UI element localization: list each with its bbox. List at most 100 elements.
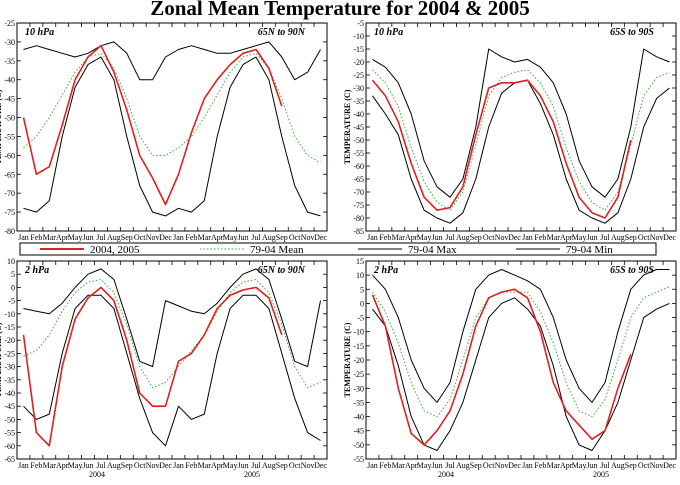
month-label: Mar [392,461,406,470]
month-label: Aug [107,233,121,242]
pressure-level-label: 10 hPa [374,27,403,38]
y-tick-label: -40 [353,110,364,119]
figure-title: Zonal Mean Temperature for 2004 & 2005 [150,0,530,20]
y-tick-label: 0 [11,283,15,292]
month-label: Nov [146,461,160,470]
month-label: Jul [445,461,455,470]
y-tick-label: -30 [4,38,15,47]
month-label: Dec [663,461,676,470]
month-label: Aug [456,461,470,470]
y-tick-label: 5 [360,285,364,294]
y-tick-label: 5 [11,270,15,279]
y-tick-label: -70 [4,189,15,198]
pressure-level-label: 2 hPa [24,265,49,276]
month-label: Feb [185,233,197,242]
month-label: Oct [483,461,495,470]
y-axis-label: TEMPERATURE (C) [343,89,352,164]
month-label: Aug [611,233,625,242]
month-label: Nov [495,461,509,470]
series-line-79-04-max [23,268,321,368]
month-label: Apr [56,461,69,470]
y-tick-label: -25 [353,71,364,80]
month-label: Jun [586,461,597,470]
y-tick-label: -80 [4,227,15,236]
year-label: 2005 [593,470,609,479]
month-label: Nov [495,233,509,242]
month-label: Sep [121,233,133,242]
y-tick-label: -20 [353,356,364,365]
month-label: Mar [198,461,212,470]
month-label: Jan [522,233,533,242]
month-label: May [223,233,238,242]
month-label: Jun [431,233,442,242]
y-tick-label: -10 [353,328,364,337]
y-tick-label: -60 [353,162,364,171]
month-label: Mar [547,461,561,470]
month-label: Jan [18,233,29,242]
y-tick-label: -50 [4,114,15,123]
month-label: Aug [262,233,276,242]
series-line-79-04-mean [372,69,670,211]
month-label: Dec [314,233,327,242]
plot-frame [365,22,677,232]
month-label: Apr [56,233,69,242]
month-label: Jul [445,233,455,242]
y-tick-label: -15 [353,45,364,54]
y-tick-label: -65 [4,170,15,179]
y-tick-label: -40 [4,389,15,398]
month-label: Jun [237,461,248,470]
month-label: Mar [43,233,57,242]
month-label: Jun [431,461,442,470]
legend-label: 2004, 2005 [90,244,140,256]
month-label: Feb [534,461,546,470]
y-tick-label: -40 [353,413,364,422]
month-label: Feb [185,461,197,470]
month-label: Aug [107,461,121,470]
month-label: Jun [82,233,93,242]
panel-3: -65-60-55-50-45-40-35-30-25-20-15-10-505… [0,257,328,479]
panel-2: -85 -80 -75 -70 -65 -60 -55 -50 -45 -40 -35 -30 -25 -… [343,19,677,251]
month-label: Feb [534,233,546,242]
region-label: 65S to 90S [610,265,654,276]
y-axis-label: TEMPERATURE (C) [0,89,3,164]
month-label: Jul [96,233,106,242]
y-tick-label: -20 [4,336,15,345]
month-label: May [223,461,238,470]
series-line-79-04-max [372,48,670,198]
y-tick-label: -35 [4,57,15,66]
y-tick-label: 10 [356,271,364,280]
y-tick-label: -45 [4,95,15,104]
y-tick-label: 10 [7,257,15,266]
y-tick-label: -45 [4,402,15,411]
series-line-2004-2005 [22,44,283,206]
series-line-2004-2005 [371,288,632,446]
y-tick-label: -40 [4,76,15,85]
y-tick-label: -85 [353,227,364,236]
month-label: Apr [211,461,224,470]
y-tick-label: -75 [4,208,15,217]
y-tick-label: -55 [4,429,15,438]
month-label: Feb [30,461,42,470]
month-label: Sep [276,461,288,470]
y-tick-label: -50 [353,136,364,145]
month-label: Dec [314,461,327,470]
month-label: Jul [96,461,106,470]
y-tick-label: -65 [353,175,364,184]
y-tick-label: -30 [353,384,364,393]
series-line-79-04-max [372,269,670,403]
month-label: Sep [276,233,288,242]
month-label: Jan [18,461,29,470]
month-label: Jul [251,233,261,242]
y-tick-label: -50 [4,415,15,424]
series-line-79-04-min [372,297,670,451]
legend-box [19,242,657,256]
region-label: 65N to 90N [258,27,306,38]
month-label: Nov [650,233,664,242]
month-label: Jul [600,233,610,242]
legend-label: 79-04 Max [408,244,457,256]
month-label: Jan [173,233,184,242]
month-label: Nov [650,461,664,470]
legend: 2004, 2005 79-04 Mean 79-04 Max 79-04 Min [19,242,657,256]
y-tick-label: -10 [353,32,364,41]
